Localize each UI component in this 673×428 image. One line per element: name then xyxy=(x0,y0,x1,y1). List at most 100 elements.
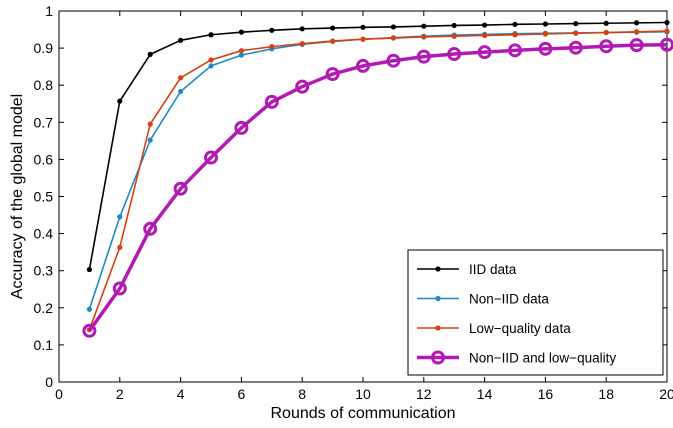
series-4 xyxy=(82,37,673,338)
legend-marker xyxy=(435,295,441,302)
series-line xyxy=(88,30,668,330)
data-point xyxy=(356,58,370,73)
legend-marker xyxy=(431,350,445,365)
legend-label: Non−IID and low−quality xyxy=(469,351,616,366)
data-point xyxy=(390,24,396,30)
data-point xyxy=(178,88,184,95)
data-point xyxy=(178,37,184,43)
y-tick-label: 0 xyxy=(45,374,53,390)
data-point xyxy=(664,28,670,34)
data-point xyxy=(204,150,218,165)
data-point xyxy=(451,33,457,39)
legend-entry: Non−IID and low−quality xyxy=(417,350,616,366)
data-point xyxy=(599,39,614,54)
data-point xyxy=(634,29,640,35)
data-point xyxy=(360,36,366,42)
legend-marker xyxy=(435,325,441,331)
data-point xyxy=(178,75,184,81)
data-point xyxy=(325,67,340,82)
y-tick-label: 0.8 xyxy=(34,77,54,93)
legend-entry: Non−IID data xyxy=(417,292,549,307)
data-point xyxy=(86,306,92,312)
data-point xyxy=(542,21,549,27)
x-tick-label: 12 xyxy=(416,386,432,402)
y-tick-label: 0.3 xyxy=(34,263,54,279)
legend-box xyxy=(407,249,664,376)
data-point xyxy=(360,24,366,30)
data-point xyxy=(568,40,583,55)
y-tick-label: 0.9 xyxy=(34,40,54,56)
data-point xyxy=(477,45,492,60)
data-point xyxy=(482,32,488,39)
legend-entry: Low−quality data xyxy=(417,321,571,336)
data-point xyxy=(173,181,188,196)
data-point xyxy=(573,30,579,36)
y-tick-label: 0.2 xyxy=(34,300,54,316)
data-point xyxy=(269,44,275,50)
data-point xyxy=(238,48,244,54)
x-tick-label: 10 xyxy=(355,386,371,402)
data-point xyxy=(451,22,457,29)
x-tick-label: 18 xyxy=(598,386,614,402)
y-axis-title: Accuracy of the global model xyxy=(9,94,26,299)
legend-entry: IID data xyxy=(417,262,517,277)
x-tick-label: 16 xyxy=(538,386,554,402)
data-point xyxy=(238,52,244,58)
data-point xyxy=(299,41,305,47)
data-point xyxy=(147,137,153,143)
y-tick-label: 0.7 xyxy=(34,114,54,130)
data-point xyxy=(573,21,579,27)
data-point xyxy=(299,26,305,32)
data-point xyxy=(538,41,553,56)
data-point xyxy=(147,51,153,58)
data-point xyxy=(143,221,158,236)
data-point xyxy=(238,29,244,35)
data-point xyxy=(421,34,427,40)
data-point xyxy=(482,22,488,28)
data-point xyxy=(386,53,401,68)
data-point xyxy=(147,121,153,127)
data-point xyxy=(512,32,518,38)
data-point xyxy=(634,20,640,26)
data-point xyxy=(390,35,396,41)
data-point xyxy=(295,79,310,94)
data-point xyxy=(208,57,214,63)
legend-label: Low−quality data xyxy=(469,321,571,336)
legend-label: Non−IID data xyxy=(469,292,549,307)
data-point xyxy=(234,120,249,135)
data-point xyxy=(82,323,97,338)
data-point xyxy=(330,38,336,44)
data-point xyxy=(421,23,427,29)
x-tick-label: 14 xyxy=(477,386,493,402)
x-tick-label: 0 xyxy=(55,386,63,402)
data-point xyxy=(629,38,644,53)
data-point xyxy=(117,214,123,220)
data-point xyxy=(508,43,522,58)
data-point xyxy=(86,266,92,273)
data-point xyxy=(269,27,275,33)
series-1 xyxy=(86,19,670,273)
data-point xyxy=(447,47,462,62)
data-point xyxy=(603,20,609,26)
data-point xyxy=(603,29,609,36)
x-tick-label: 6 xyxy=(238,386,246,402)
legend-label: IID data xyxy=(469,262,517,277)
x-tick-label: 4 xyxy=(177,386,185,402)
data-point xyxy=(264,94,279,109)
data-point xyxy=(208,63,214,69)
y-tick-label: 0.6 xyxy=(34,151,54,167)
x-tick-label: 8 xyxy=(298,386,306,402)
x-tick-label: 20 xyxy=(659,386,673,402)
data-point xyxy=(208,32,214,38)
legend-marker xyxy=(435,266,441,272)
data-point xyxy=(117,244,123,250)
x-axis-title: Rounds of communication xyxy=(271,405,456,422)
data-point xyxy=(117,98,123,104)
y-tick-label: 0.1 xyxy=(34,337,54,353)
series-line xyxy=(88,21,668,270)
x-tick-label: 2 xyxy=(116,386,124,402)
y-tick-label: 0.4 xyxy=(34,226,54,242)
data-point xyxy=(330,25,336,31)
